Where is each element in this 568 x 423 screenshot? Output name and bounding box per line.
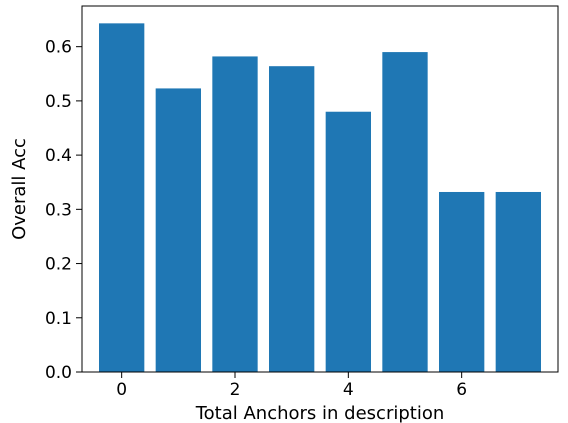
bar-4 bbox=[325, 111, 371, 372]
x-tick-label: 6 bbox=[456, 380, 467, 400]
y-tick-label: 0.0 bbox=[45, 363, 72, 383]
x-axis-label: Total Anchors in description bbox=[195, 403, 445, 423]
y-axis-label: Overall Acc bbox=[9, 138, 30, 240]
y-tick-label: 0.2 bbox=[45, 255, 72, 275]
bar-2 bbox=[212, 56, 258, 373]
bar-7 bbox=[495, 191, 541, 372]
y-tick-label: 0.3 bbox=[45, 200, 72, 220]
x-tick-label: 4 bbox=[343, 380, 354, 400]
x-tick-label: 2 bbox=[230, 380, 241, 400]
bar-0 bbox=[99, 23, 145, 372]
bars-group bbox=[99, 23, 541, 373]
y-tick-label: 0.5 bbox=[45, 92, 72, 112]
y-tick-label: 0.4 bbox=[45, 146, 72, 166]
bar-6 bbox=[439, 191, 485, 372]
y-axis: 0.0 0.1 0.2 0.3 0.4 0.5 0.6 bbox=[45, 38, 82, 383]
bar-3 bbox=[269, 66, 315, 372]
x-axis: 0 2 4 6 bbox=[116, 372, 467, 400]
y-tick-label: 0.6 bbox=[45, 38, 72, 58]
bar-5 bbox=[382, 52, 428, 373]
y-tick-label: 0.1 bbox=[45, 309, 72, 329]
bar-1 bbox=[155, 88, 201, 373]
plot-frame bbox=[81, 5, 559, 373]
x-tick-label: 0 bbox=[116, 380, 127, 400]
